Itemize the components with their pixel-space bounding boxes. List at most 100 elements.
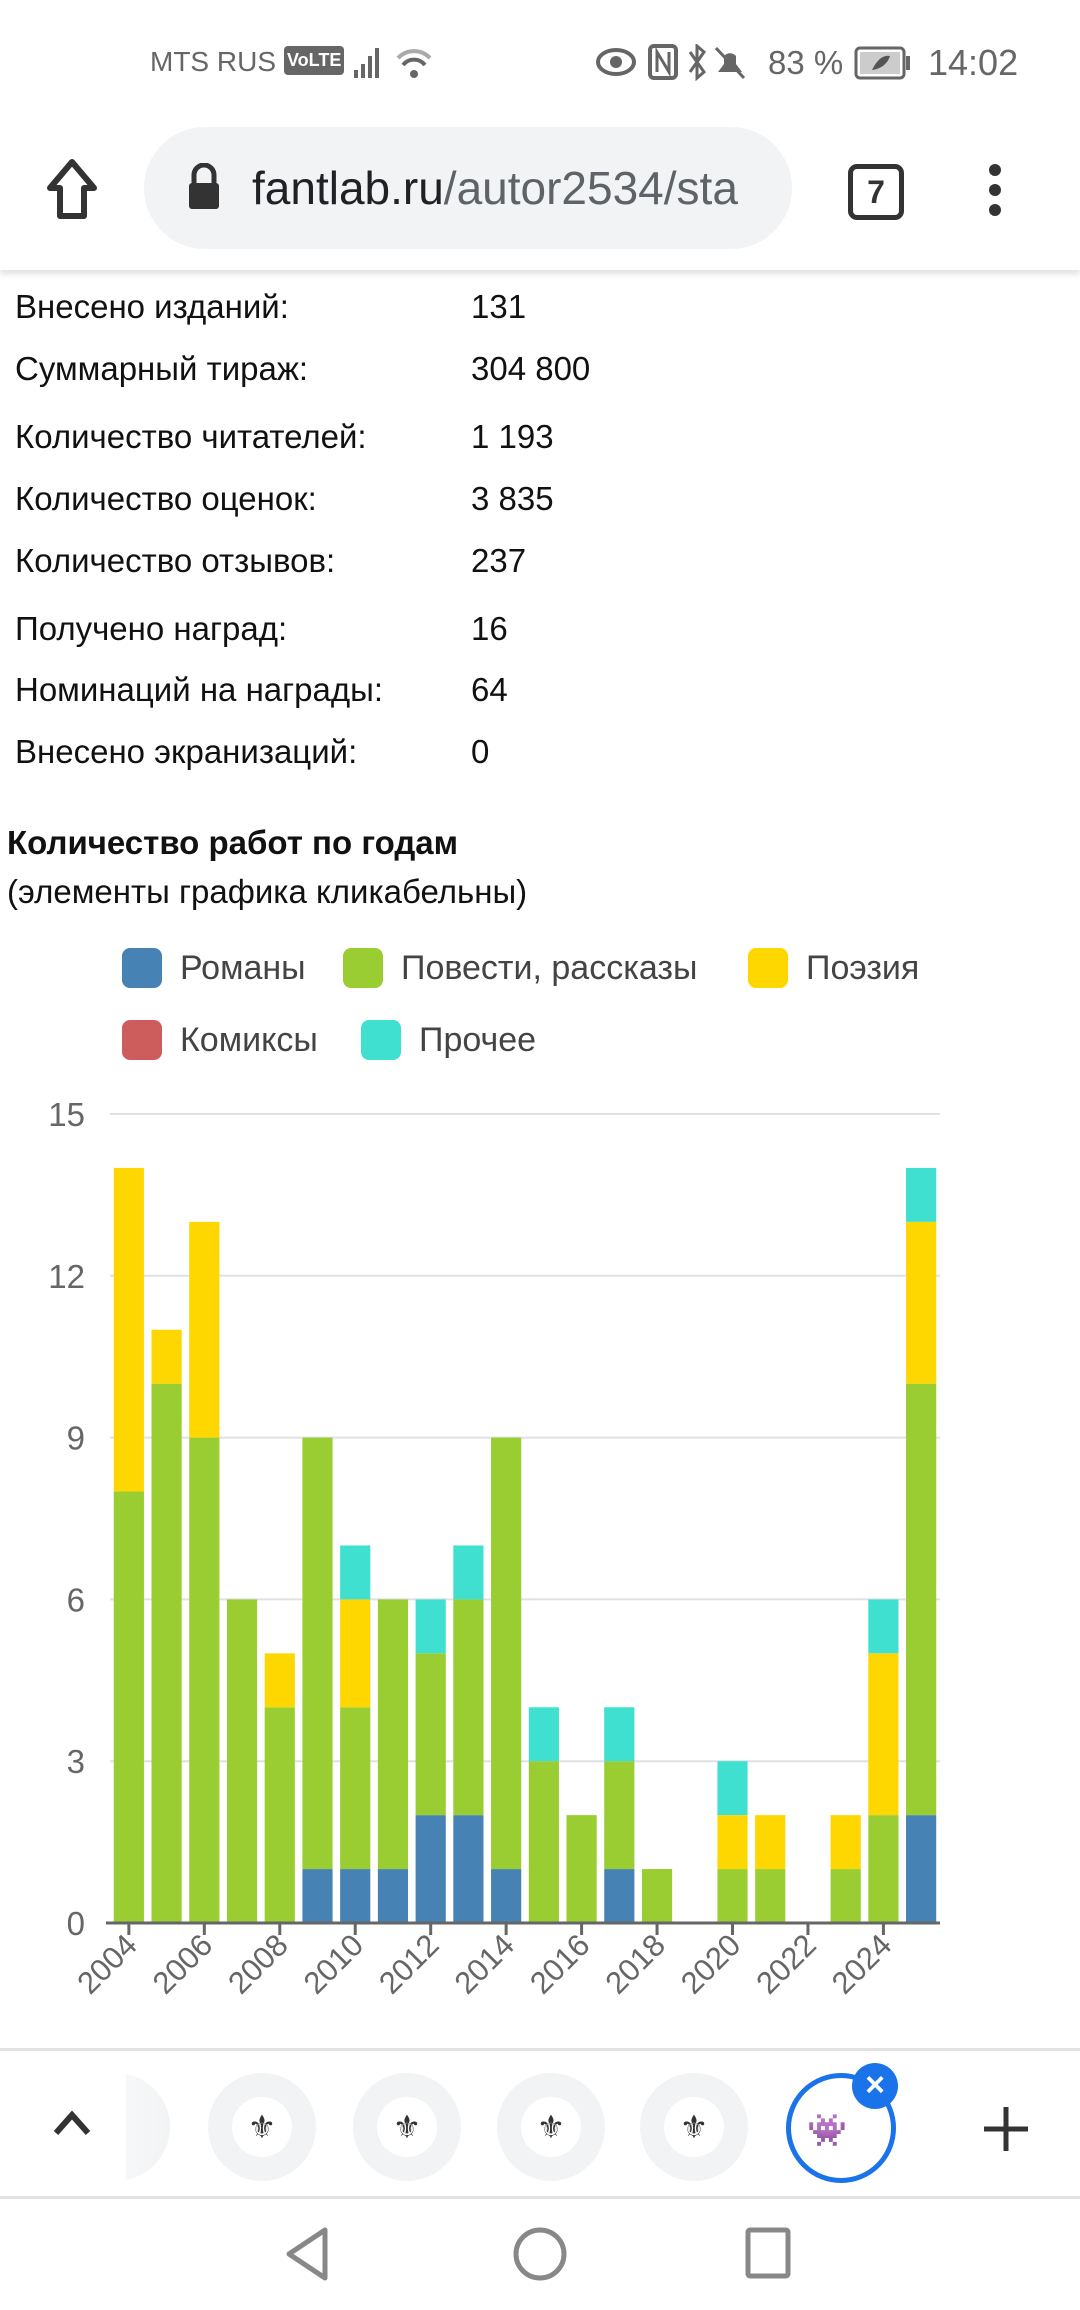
y-tick-label: 3 bbox=[67, 1743, 85, 1780]
bar-segment-2018-1[interactable] bbox=[641, 1869, 673, 1923]
tab-fantlab-2[interactable]: ⚜ bbox=[353, 2073, 461, 2181]
bar-segment-2020-1[interactable] bbox=[717, 1869, 748, 1923]
bar-segment-2005-2[interactable] bbox=[151, 1329, 182, 1384]
y-tick-label: 6 bbox=[67, 1581, 85, 1618]
legend-item-novels[interactable]: Романы bbox=[122, 948, 306, 988]
tab-fantlab-4[interactable]: ⚜ bbox=[640, 2073, 748, 2181]
fantlab-favicon-icon: ⚜ bbox=[664, 2097, 724, 2157]
legend-label: Романы bbox=[180, 948, 306, 987]
bar-segment-2025-2[interactable] bbox=[906, 1221, 937, 1384]
bar-segment-2025-0[interactable] bbox=[906, 1815, 937, 1923]
close-tab-icon[interactable]: × bbox=[852, 2063, 898, 2109]
system-icons bbox=[596, 44, 746, 82]
bar-segment-2024-1[interactable] bbox=[868, 1815, 899, 1923]
back-icon[interactable] bbox=[283, 2226, 333, 2282]
bar-segment-2023-2[interactable] bbox=[830, 1815, 861, 1870]
bar-segment-2012-1[interactable] bbox=[415, 1653, 446, 1816]
bar-segment-2020-4[interactable] bbox=[717, 1761, 748, 1816]
bar-segment-2004-2[interactable] bbox=[113, 1167, 144, 1492]
recents-icon[interactable] bbox=[744, 2226, 794, 2282]
bar-segment-2010-4[interactable] bbox=[340, 1545, 371, 1600]
bar-segment-2013-1[interactable] bbox=[453, 1599, 484, 1816]
bar-segment-2008-2[interactable] bbox=[264, 1653, 295, 1708]
y-tick-label: 12 bbox=[48, 1258, 85, 1295]
bar-segment-2010-1[interactable] bbox=[340, 1707, 371, 1870]
fantlab-favicon-icon: ⚜ bbox=[521, 2097, 581, 2157]
bar-segment-2006-1[interactable] bbox=[189, 1437, 220, 1923]
bar-segment-2017-4[interactable] bbox=[604, 1707, 635, 1762]
new-tab-icon[interactable] bbox=[984, 2107, 1028, 2151]
bar-segment-2025-1[interactable] bbox=[906, 1383, 937, 1816]
stat-value: 131 bbox=[471, 288, 527, 325]
battery-icon bbox=[854, 46, 910, 80]
bar-segment-2016-1[interactable] bbox=[566, 1815, 597, 1923]
bar-segment-2021-2[interactable] bbox=[755, 1815, 786, 1870]
carrier-name: MTS RUS bbox=[150, 46, 276, 77]
fantlab-favicon-icon: ⚜ bbox=[377, 2097, 437, 2157]
bar-segment-2025-4[interactable] bbox=[906, 1167, 937, 1222]
legend-label: Прочее bbox=[419, 1020, 537, 1059]
url-text[interactable]: fantlab.ru/autor2534/sta bbox=[252, 161, 772, 215]
bar-segment-2006-2[interactable] bbox=[189, 1221, 220, 1438]
x-tick-label: 2008 bbox=[221, 1927, 295, 2001]
bar-segment-2014-1[interactable] bbox=[491, 1437, 522, 1870]
address-bar[interactable]: fantlab.ru/autor2534/sta bbox=[144, 127, 792, 249]
y-tick-label: 0 bbox=[67, 1905, 85, 1942]
volte-badge: VoLTE bbox=[284, 46, 345, 75]
home-nav-icon[interactable] bbox=[512, 2226, 568, 2282]
bar-segment-2017-1[interactable] bbox=[604, 1761, 635, 1870]
bar-segment-2012-4[interactable] bbox=[415, 1599, 446, 1654]
legend-item-poetry[interactable]: Поэзия bbox=[748, 948, 919, 988]
bar-segment-2024-2[interactable] bbox=[868, 1653, 899, 1816]
legend-swatch bbox=[361, 1020, 401, 1060]
stat-label: Получено наград: bbox=[15, 610, 288, 647]
bar-segment-2010-2[interactable] bbox=[340, 1599, 371, 1708]
stat-label: Внесено экранизаций: bbox=[15, 733, 358, 770]
home-icon[interactable] bbox=[44, 158, 100, 220]
y-tick-label: 9 bbox=[67, 1420, 85, 1457]
battery-percent: 83 % bbox=[768, 44, 844, 81]
chart-subtitle: (элементы графика кликабельны) bbox=[7, 873, 528, 910]
bar-segment-2014-0[interactable] bbox=[491, 1869, 522, 1923]
legend-item-comics[interactable]: Комиксы bbox=[122, 1020, 318, 1060]
bar-segment-2010-0[interactable] bbox=[340, 1869, 371, 1923]
bar-segment-2005-1[interactable] bbox=[151, 1383, 182, 1923]
bar-segment-2011-0[interactable] bbox=[377, 1869, 409, 1923]
chevron-up-icon[interactable] bbox=[52, 2109, 92, 2137]
more-menu-icon[interactable] bbox=[980, 160, 1010, 220]
legend-item-stories[interactable]: Повести, рассказы bbox=[343, 948, 697, 988]
bar-segment-2024-4[interactable] bbox=[868, 1599, 899, 1654]
stat-value: 1 193 bbox=[471, 418, 554, 455]
tab-fantlab-3[interactable]: ⚜ bbox=[497, 2073, 605, 2181]
bar-segment-2020-2[interactable] bbox=[717, 1815, 748, 1870]
bar-segment-2004-1[interactable] bbox=[113, 1491, 144, 1923]
bar-segment-2011-1[interactable] bbox=[377, 1599, 409, 1870]
bar-segment-2012-0[interactable] bbox=[415, 1815, 446, 1923]
bar-segment-2015-4[interactable] bbox=[528, 1707, 559, 1762]
bar-segment-2007-1[interactable] bbox=[226, 1599, 258, 1923]
alien-favicon-icon: 👾 bbox=[807, 2112, 847, 2148]
x-tick-label: 2020 bbox=[674, 1927, 748, 2001]
stat-label: Внесено изданий: bbox=[15, 288, 289, 325]
bar-segment-2015-1[interactable] bbox=[528, 1761, 559, 1923]
status-bar: MTS RUS VoLTE 83 % 14:02 bbox=[0, 0, 1080, 110]
bar-segment-2009-1[interactable] bbox=[302, 1437, 333, 1870]
bar-segment-2008-1[interactable] bbox=[264, 1707, 295, 1923]
bar-segment-2009-0[interactable] bbox=[302, 1869, 333, 1923]
stat-value: 16 bbox=[471, 610, 508, 647]
y-tick-label: 15 bbox=[48, 1096, 85, 1133]
clock: 14:02 bbox=[928, 42, 1019, 83]
bar-segment-2017-0[interactable] bbox=[604, 1869, 635, 1923]
bar-segment-2023-1[interactable] bbox=[830, 1869, 861, 1923]
tab-strip: ⚜ ⚜ ⚜ ⚜ 👾 × bbox=[0, 2048, 1080, 2199]
bar-segment-2021-1[interactable] bbox=[755, 1869, 786, 1923]
stat-label: Суммарный тираж: bbox=[15, 350, 309, 387]
tab-switcher-button[interactable]: 7 bbox=[848, 164, 904, 220]
bar-segment-2013-0[interactable] bbox=[453, 1815, 484, 1923]
tab-fantlab-1[interactable]: ⚜ bbox=[208, 2073, 316, 2181]
tab-active[interactable]: 👾 bbox=[786, 2073, 896, 2183]
bar-segment-2013-4[interactable] bbox=[453, 1545, 484, 1600]
url-host: fantlab.ru bbox=[252, 162, 444, 214]
legend-item-other[interactable]: Прочее bbox=[361, 1020, 536, 1060]
